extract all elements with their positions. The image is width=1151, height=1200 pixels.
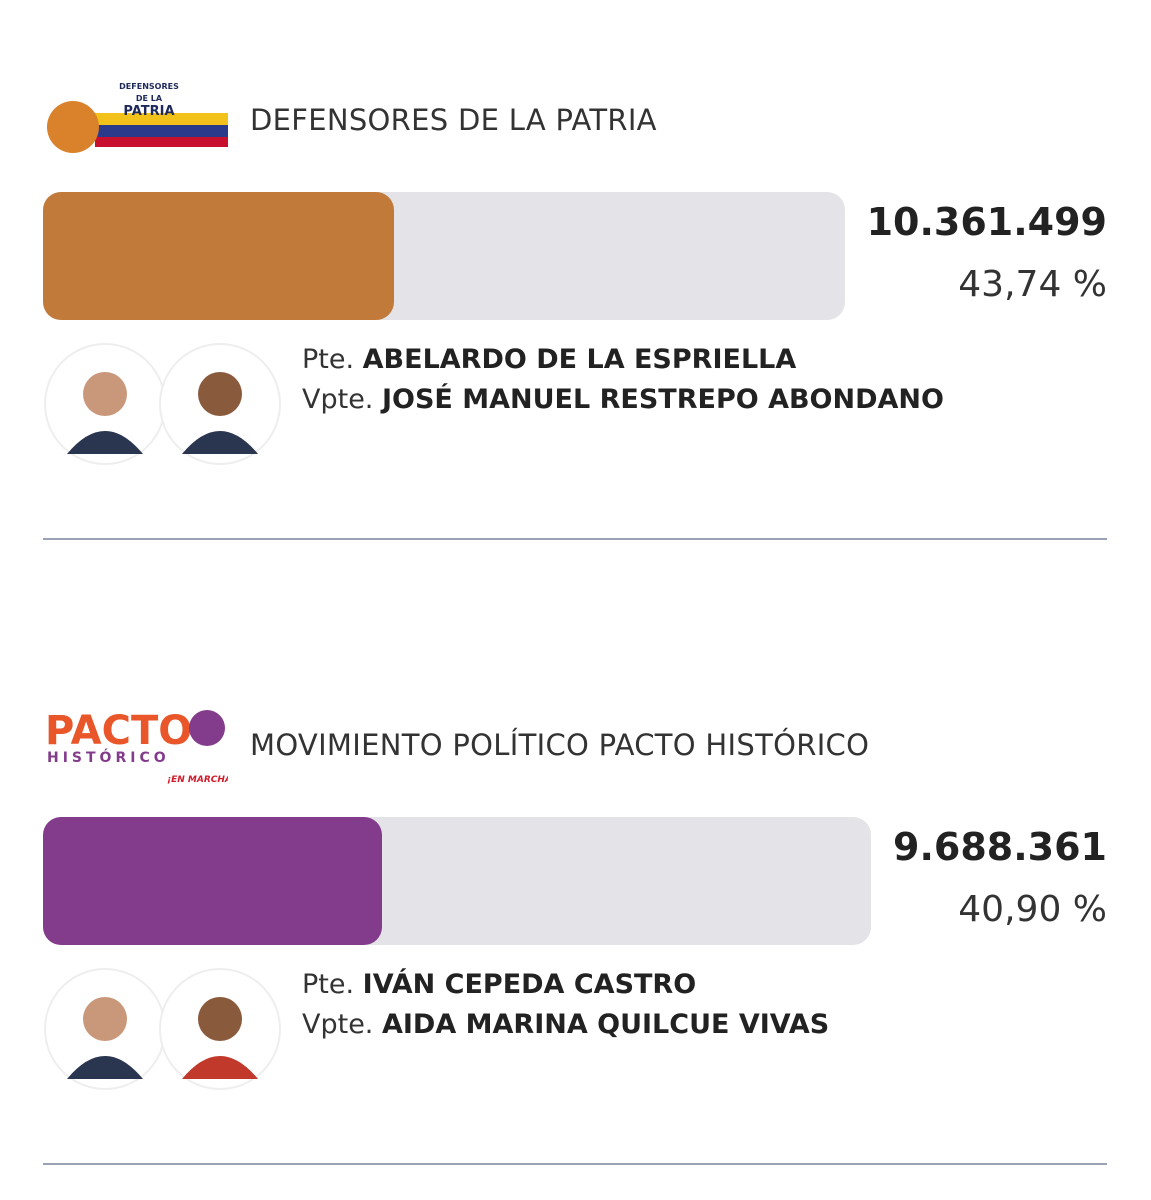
bar-track	[43, 817, 872, 945]
candidate-section: DEFENSORES DE LA PATRIA DEFENSORES DE LA PA…	[43, 70, 1107, 540]
result-numbers: 10.361.499 43,74 %	[867, 192, 1107, 320]
logo-text: DEFENSORES	[119, 82, 179, 91]
logo-flag	[95, 125, 228, 137]
logo-text: PACTO	[45, 708, 192, 754]
logo-text: HISTÓRICO	[47, 748, 170, 766]
vote-percent: 43,74 %	[958, 264, 1107, 305]
logo-text: ¡EN MARCHA!	[167, 775, 228, 785]
divider	[43, 538, 1107, 540]
party-name: MOVIMIENTO POLÍTICO PACTO HISTÓRICO	[250, 728, 870, 762]
party-header: DEFENSORES DE LA PATRIA DEFENSORES DE LA PA…	[45, 70, 657, 170]
result-row: 10.361.499 43,74 %	[43, 192, 1107, 320]
vote-percent: 40,90 %	[958, 889, 1107, 930]
bar-track	[43, 192, 845, 320]
photo-face	[198, 372, 242, 416]
vote-count: 10.361.499	[866, 200, 1107, 244]
result-numbers: 9.688.361 40,90 %	[893, 817, 1107, 945]
vice-line: Vpte. AIDA MARINA QUILCUE VIVAS	[302, 1005, 829, 1045]
logo-text: DE LA	[136, 94, 163, 103]
logo-flag	[95, 113, 228, 125]
photo-body	[67, 1056, 143, 1079]
bar-fill	[43, 817, 382, 945]
vice-name: AIDA MARINA QUILCUE VIVAS	[381, 1009, 830, 1040]
candidate-photos	[44, 343, 281, 465]
president-name: IVÁN CEPEDA CASTRO	[362, 969, 697, 1000]
logo-tiger	[47, 101, 99, 153]
vice-prefix: Vpte.	[302, 384, 374, 415]
photo-body	[182, 431, 258, 454]
photo-body	[182, 1056, 258, 1079]
logo-dove	[189, 710, 225, 746]
divider	[43, 1163, 1107, 1165]
photo-body	[67, 431, 143, 454]
photo-face	[83, 372, 127, 416]
vice-name: JOSÉ MANUEL RESTREPO ABONDANO	[381, 384, 944, 415]
president-name: ABELARDO DE LA ESPRIELLA	[362, 344, 797, 375]
president-prefix: Pte.	[302, 969, 355, 1000]
candidate-names: Pte. IVÁN CEPEDA CASTRO Vpte. AIDA MARINA…	[302, 965, 829, 1045]
vote-count: 9.688.361	[893, 825, 1107, 869]
photo-face	[83, 997, 127, 1041]
logo-flag	[95, 137, 228, 147]
president-line: Pte. IVÁN CEPEDA CASTRO	[302, 965, 829, 1005]
logo-text: PATRIA	[123, 104, 174, 119]
candidate-photos	[44, 968, 281, 1090]
vice-prefix: Vpte.	[302, 1009, 374, 1040]
party-name: DEFENSORES DE LA PATRIA	[250, 103, 657, 137]
photo-face	[198, 997, 242, 1041]
candidate-names: Pte. ABELARDO DE LA ESPRIELLA Vpte. JOSÉ …	[302, 340, 944, 420]
president-prefix: Pte.	[302, 344, 355, 375]
result-row: 9.688.361 40,90 %	[43, 817, 1107, 945]
president-line: Pte. ABELARDO DE LA ESPRIELLA	[302, 340, 944, 380]
bar-fill	[43, 192, 394, 320]
vice-line: Vpte. JOSÉ MANUEL RESTREPO ABONDANO	[302, 380, 944, 420]
